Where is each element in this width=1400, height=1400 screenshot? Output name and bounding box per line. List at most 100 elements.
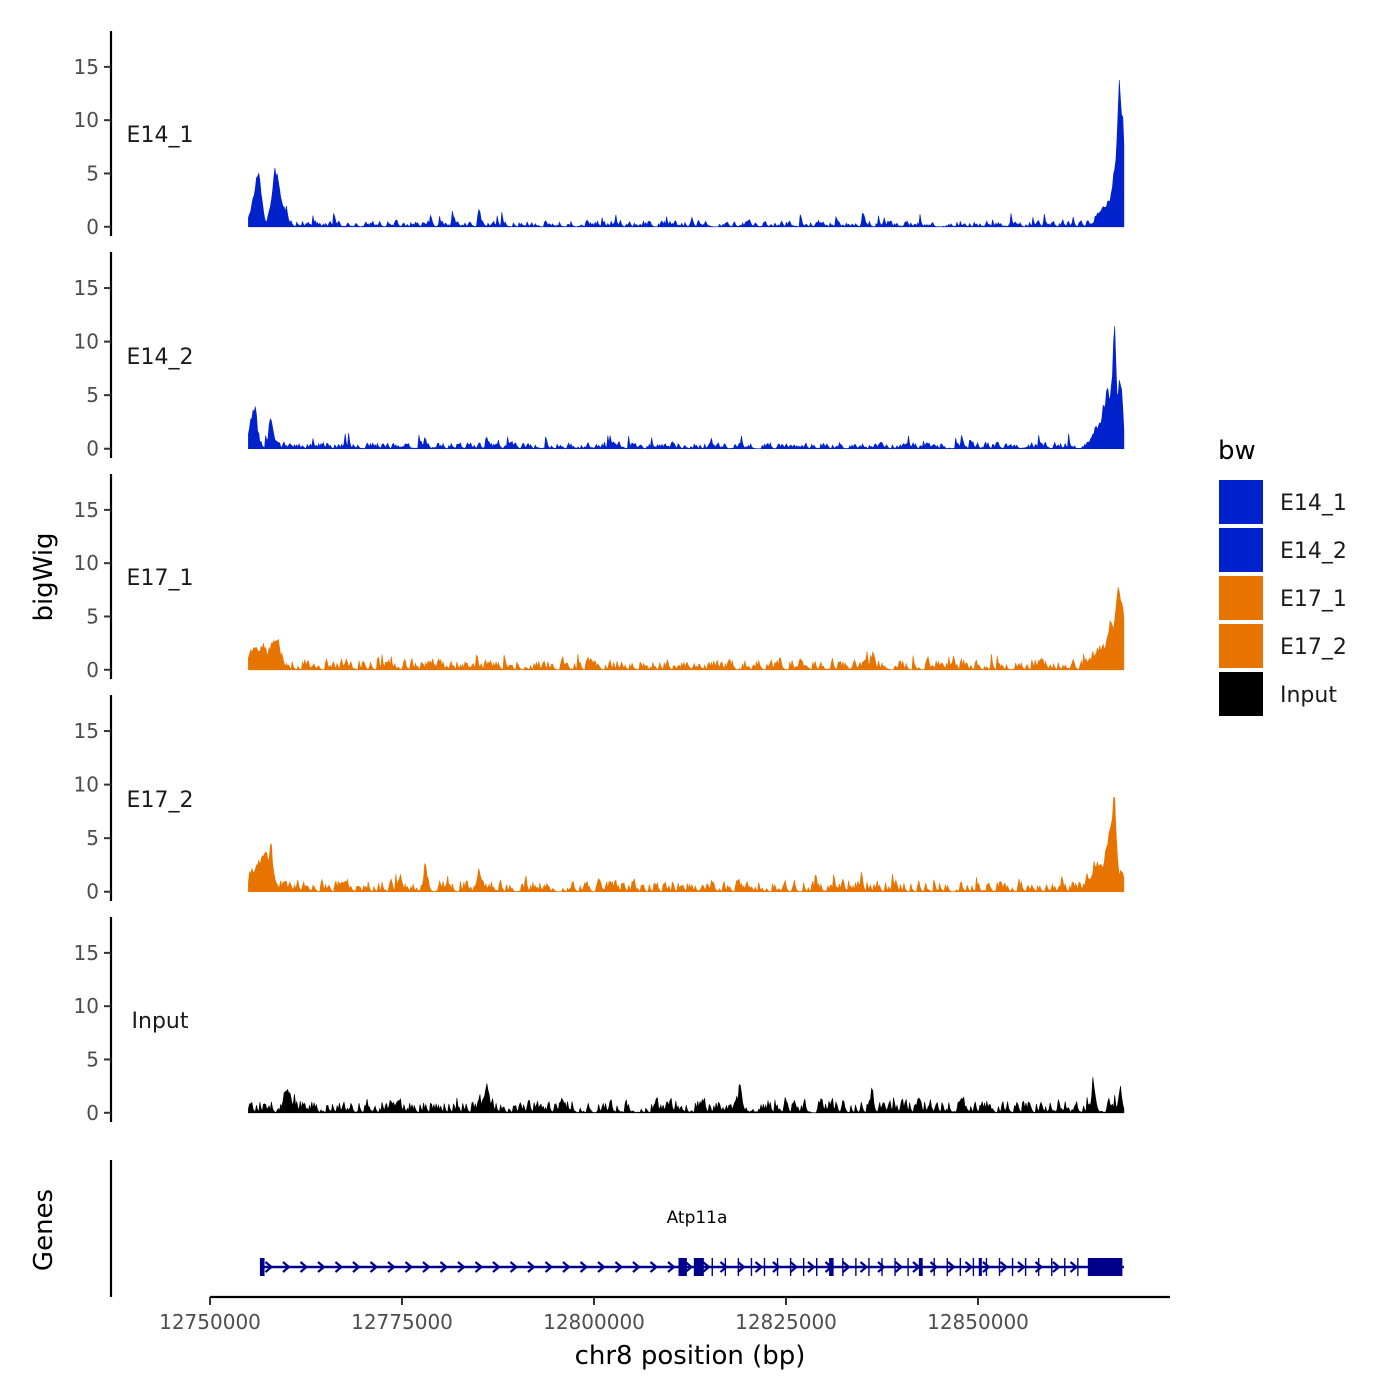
gene-exons	[259, 1258, 1123, 1276]
y-tick-label: 5	[86, 604, 99, 628]
gene-strand-arrows	[264, 1261, 1079, 1273]
x-axis: 12750000 12775000 12800000 12825000 12850000…	[159, 1295, 1170, 1371]
y-tick-label: 5	[86, 161, 99, 185]
strand-arrow	[684, 1261, 694, 1273]
strand-arrow	[702, 1261, 711, 1273]
y-tick-label: 0	[86, 437, 99, 461]
y-ticks-input: 0 5 10 15	[74, 941, 111, 1125]
x-tick-label: 12750000	[159, 1310, 261, 1334]
strand-arrow	[614, 1261, 624, 1273]
gene-exon	[259, 1258, 265, 1276]
legend-key-e14-2	[1217, 526, 1265, 574]
legend-label-input: Input	[1280, 683, 1337, 708]
y-tick-label: 15	[74, 719, 99, 743]
strand-arrow	[929, 1261, 939, 1273]
legend-key-input	[1217, 670, 1265, 718]
strand-arrow	[737, 1261, 746, 1273]
strand-arrow	[1052, 1261, 1061, 1273]
gene-exon	[829, 1258, 834, 1276]
strand-arrow	[509, 1261, 519, 1273]
strand-arrow	[422, 1261, 431, 1273]
strand-arrow	[842, 1261, 851, 1273]
panel-label-input: Input	[132, 1009, 189, 1034]
strand-arrow	[1034, 1261, 1044, 1273]
y-tick-label: 10	[74, 551, 99, 575]
y-tick-label: 10	[74, 773, 99, 797]
strand-arrow	[457, 1261, 466, 1273]
gene-exon	[678, 1258, 687, 1276]
strand-arrow	[299, 1261, 309, 1273]
y-ticks-e14-2: 0 5 10 15	[74, 276, 111, 461]
legend-key-e17-1	[1217, 574, 1265, 622]
strand-arrow	[982, 1261, 991, 1273]
strand-arrow	[317, 1261, 326, 1273]
y-ticks-e17-1: 0 5 10 15	[74, 498, 111, 682]
track-panel-e17-1: 0 5 10 15 E17_1	[74, 474, 1125, 682]
y-tick-label: 15	[74, 498, 99, 522]
strand-arrow	[807, 1261, 816, 1273]
strand-arrow	[999, 1261, 1009, 1273]
track-panel-input: 0 5 10 15 Input	[74, 917, 1125, 1125]
strand-arrow	[562, 1261, 571, 1273]
signal-area-input	[248, 1077, 1125, 1114]
legend-label-e17-2: E17_2	[1280, 635, 1347, 660]
strand-arrow	[527, 1261, 536, 1273]
gene-track-title: Genes	[29, 1189, 59, 1271]
legend-key-e17-2	[1217, 622, 1265, 670]
y-tick-label: 10	[74, 330, 99, 354]
panel-label-e14-1: E14_1	[127, 123, 194, 148]
strand-arrow	[1069, 1261, 1079, 1273]
strand-arrow	[754, 1261, 764, 1273]
strand-arrow	[667, 1261, 676, 1273]
strand-arrow	[894, 1261, 904, 1273]
track-panel-e14-1: 0 5 10 15 E14_1	[74, 31, 1125, 239]
gene-exon	[1087, 1258, 1123, 1276]
y-tick-label: 0	[86, 1101, 99, 1125]
gene-track: Genes Atp11a	[29, 1160, 1124, 1297]
strand-arrow	[1017, 1261, 1026, 1273]
strand-arrow	[649, 1261, 659, 1273]
strand-arrow	[387, 1261, 396, 1273]
strand-arrow	[352, 1261, 361, 1273]
x-ticks: 12750000 12775000 12800000 12825000 12850000	[159, 1297, 1029, 1334]
y-tick-label: 5	[86, 1047, 99, 1071]
strand-arrow	[334, 1261, 344, 1273]
y-tick-label: 5	[86, 383, 99, 407]
strand-arrow	[264, 1261, 274, 1273]
x-axis-title: chr8 position (bp)	[575, 1341, 806, 1371]
gene-exon	[978, 1258, 982, 1276]
y-ticks-e14-1: 0 5 10 15	[74, 55, 111, 239]
legend-key-e14-1	[1217, 478, 1265, 526]
strand-arrow	[474, 1261, 484, 1273]
strand-arrow	[439, 1261, 449, 1273]
legend-label-e17-1: E17_1	[1280, 587, 1347, 612]
y-tick-label: 10	[74, 108, 99, 132]
strand-arrow	[877, 1261, 886, 1273]
signal-area-e14-2	[248, 326, 1125, 449]
strand-arrow	[947, 1261, 956, 1273]
x-tick-label: 12800000	[543, 1310, 645, 1334]
strand-arrow	[404, 1261, 414, 1273]
strand-arrow	[719, 1261, 729, 1273]
strand-arrow	[632, 1261, 641, 1273]
x-tick-label: 12775000	[351, 1310, 453, 1334]
panel-label-e17-1: E17_1	[127, 566, 194, 591]
y-axis-title: bigWig	[29, 532, 59, 621]
strand-arrow	[789, 1261, 799, 1273]
x-tick-label: 12850000	[927, 1310, 1029, 1334]
y-tick-label: 15	[74, 55, 99, 79]
y-tick-label: 0	[86, 658, 99, 682]
y-tick-label: 0	[86, 215, 99, 239]
legend-title: bw	[1218, 436, 1256, 466]
y-ticks-e17-2: 0 5 10 15	[74, 719, 111, 904]
y-tick-label: 5	[86, 826, 99, 850]
strand-arrow	[369, 1261, 379, 1273]
x-tick-label: 12825000	[735, 1310, 837, 1334]
gene-label: Atp11a	[667, 1208, 728, 1228]
panel-label-e17-2: E17_2	[127, 788, 194, 813]
strand-arrow	[964, 1261, 974, 1273]
legend: bw E14_1 E14_2 E17_1 E17_2 Input	[1217, 436, 1347, 718]
legend-label-e14-2: E14_2	[1280, 539, 1347, 564]
strand-arrow	[544, 1261, 554, 1273]
